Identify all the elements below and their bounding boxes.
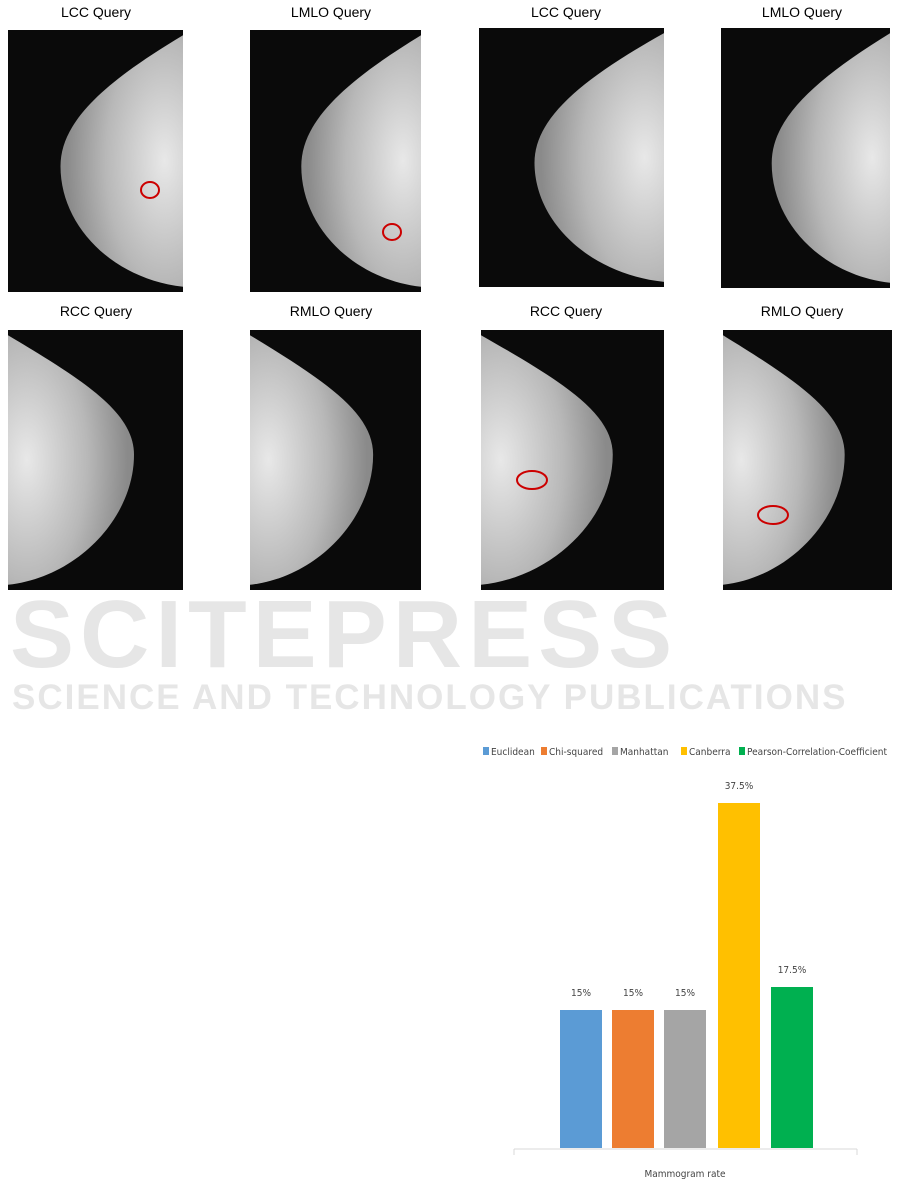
- data-label: 15%: [675, 988, 695, 999]
- legend-swatch: [739, 747, 745, 755]
- breast-tissue: [250, 335, 374, 585]
- legend-swatch: [612, 747, 618, 755]
- legend-swatch: [681, 747, 687, 755]
- data-label: 17.5%: [778, 965, 807, 976]
- panel-title: LMLO Query: [290, 4, 372, 20]
- panel-title: LCC Query: [60, 4, 132, 20]
- data-label: 15%: [571, 988, 591, 999]
- breast-tissue: [771, 33, 890, 283]
- mammogram-image: [723, 330, 892, 590]
- breast-tissue: [723, 335, 845, 585]
- x-axis-label: Mammogram rate: [644, 1169, 726, 1180]
- bar-pearson-correlation-coefficient: [771, 987, 813, 1148]
- watermark-subtitle: SCIENCE AND TECHNOLOGY PUBLICATIONS: [12, 678, 848, 717]
- breast-tissue: [60, 35, 183, 287]
- breast-tissue: [534, 33, 664, 282]
- bar-euclidean: [560, 1010, 602, 1148]
- legend-entry: Canberra: [689, 747, 730, 758]
- legend-swatch: [483, 747, 489, 755]
- lesion-contour: [382, 223, 402, 241]
- legend-swatch: [541, 747, 547, 755]
- panel-title: LCC Query: [530, 4, 602, 20]
- mammogram-image: [8, 330, 183, 590]
- mammogram-image: [250, 30, 421, 292]
- breast-tissue: [8, 335, 134, 585]
- bar-canberra: [718, 803, 760, 1148]
- panel-title: RMLO Query: [289, 303, 373, 319]
- panel-title: RMLO Query: [760, 303, 844, 319]
- legend-entry: Manhattan: [620, 747, 668, 758]
- lesion-contour: [140, 181, 160, 199]
- data-label: 37.5%: [725, 781, 754, 792]
- watermark-title: SCITEPRESS: [10, 581, 679, 688]
- legend-entry: Chi-squared: [549, 747, 603, 758]
- mammogram-image: [8, 30, 183, 292]
- legend-entry: Euclidean: [491, 747, 535, 758]
- lesion-contour: [757, 505, 789, 525]
- mammogram-image: [250, 330, 421, 590]
- panel-title: LMLO Query: [761, 4, 843, 20]
- panel-title: RCC Query: [529, 303, 603, 319]
- bar-manhattan: [664, 1010, 706, 1148]
- mammogram-grid: [8, 28, 892, 590]
- bar-chi-squared: [612, 1010, 654, 1148]
- mammogram-image: [479, 28, 664, 287]
- legend-entry: Pearson-Correlation-Coefficient: [747, 747, 887, 758]
- data-label: 15%: [623, 988, 643, 999]
- mammogram-image: [481, 330, 664, 590]
- mammogram-image: [721, 28, 890, 288]
- panel-title: RCC Query: [59, 303, 133, 319]
- lesion-contour: [516, 470, 548, 490]
- breast-tissue: [481, 335, 613, 585]
